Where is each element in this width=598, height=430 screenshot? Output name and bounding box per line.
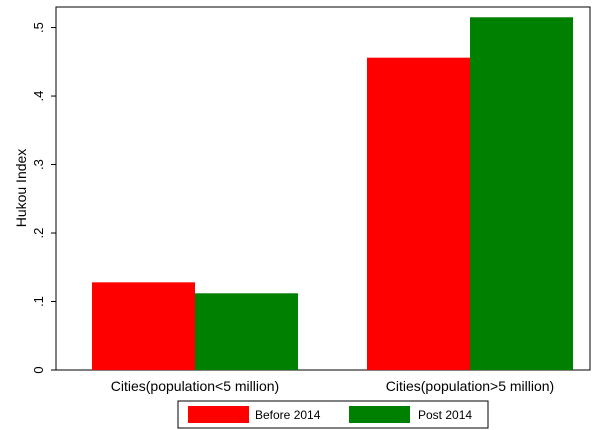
- legend-label: Post 2014: [418, 408, 472, 422]
- x-category-label: Cities(population<5 million): [111, 378, 279, 394]
- y-tick-label: 0: [31, 366, 46, 373]
- y-tick-label: .2: [31, 228, 46, 239]
- bar-before-2014: [367, 57, 470, 371]
- y-tick-label: .5: [31, 22, 46, 33]
- legend-swatch: [188, 406, 249, 423]
- y-tick-label: .3: [31, 159, 46, 170]
- y-tick-label: .4: [31, 91, 46, 102]
- legend: Before 2014 Post 2014: [177, 400, 489, 429]
- bar-post-2014: [470, 17, 573, 370]
- legend-swatch: [349, 406, 410, 423]
- y-axis: 0 .1 .2 .3 .4 .5: [31, 22, 56, 374]
- bar-post-2014: [195, 293, 298, 370]
- y-tick-label: .1: [31, 296, 46, 307]
- x-axis: Cities(population<5 million) Cities(popul…: [111, 378, 554, 394]
- y-axis-title: Hukou Index: [13, 149, 29, 228]
- bar-before-2014: [92, 282, 195, 370]
- x-category-label: Cities(population>5 million): [386, 378, 554, 394]
- bars: [92, 17, 573, 371]
- legend-label: Before 2014: [255, 408, 321, 422]
